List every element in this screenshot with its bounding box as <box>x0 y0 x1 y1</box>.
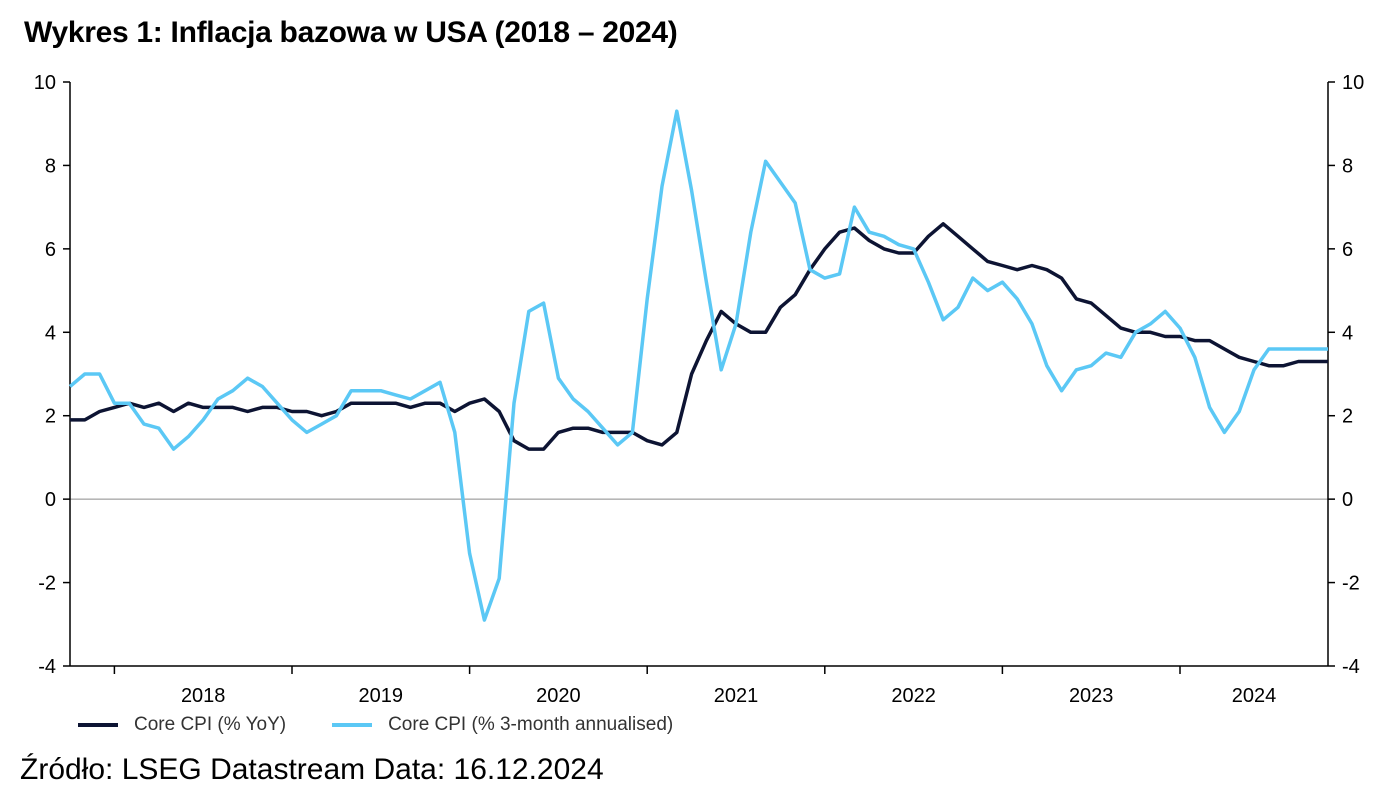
x-tick-label: 2021 <box>714 685 759 707</box>
y-tick-label-left: 4 <box>45 322 56 344</box>
y-tick-label-left: -2 <box>38 573 56 595</box>
y-tick-label-left: 2 <box>45 406 56 428</box>
y-tick-label-left: 6 <box>45 239 56 261</box>
x-tick-label: 2022 <box>891 685 936 707</box>
x-tick-label: 2019 <box>359 685 404 707</box>
series-line-core-cpi-yoy <box>70 222 1328 451</box>
y-tick-label-right: -2 <box>1342 573 1360 595</box>
legend-swatch-yoy <box>78 723 118 727</box>
y-tick-label-left: 0 <box>45 489 56 511</box>
legend-item-3m: Core CPI (% 3-month annualised) <box>332 714 673 736</box>
source-note: Źródło: LSEG Datastream Data: 16.12.2024 <box>20 753 604 786</box>
legend-label-3m: Core CPI (% 3-month annualised) <box>388 714 674 735</box>
x-tick-label: 2018 <box>181 685 226 707</box>
series-line-core-cpi-3m-annualised <box>68 109 1328 622</box>
x-tick-label: 2024 <box>1232 685 1277 707</box>
legend-item-yoy: Core CPI (% YoY) <box>78 714 286 736</box>
y-tick-label-right: 10 <box>1342 72 1364 94</box>
legend-swatch-3m <box>332 723 373 727</box>
y-tick-label-right: 4 <box>1342 322 1353 344</box>
x-tick-label: 2020 <box>536 685 581 707</box>
y-tick-label-right: -4 <box>1342 656 1360 678</box>
legend: Core CPI (% YoY) Core CPI (% 3-month ann… <box>78 714 719 736</box>
legend-label-yoy: Core CPI (% YoY) <box>134 714 287 735</box>
chart-title: Wykres 1: Inflacja bazowa w USA (2018 – … <box>24 16 678 49</box>
y-tick-label-right: 0 <box>1342 489 1353 511</box>
y-tick-label-left: -4 <box>38 656 56 678</box>
y-tick-label-left: 8 <box>45 155 56 177</box>
x-tick-label: 2023 <box>1069 685 1114 707</box>
y-tick-label-right: 8 <box>1342 155 1353 177</box>
y-tick-label-right: 2 <box>1342 406 1353 428</box>
y-tick-label-right: 6 <box>1342 239 1353 261</box>
y-tick-label-left: 10 <box>34 72 56 94</box>
